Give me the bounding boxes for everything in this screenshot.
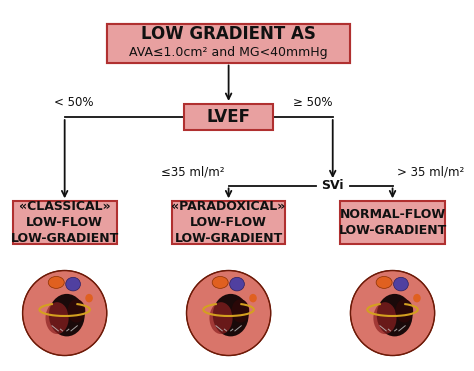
Text: LOW GRADIENT AS: LOW GRADIENT AS [141, 25, 316, 43]
Ellipse shape [393, 277, 408, 291]
Ellipse shape [212, 276, 228, 288]
Ellipse shape [190, 295, 267, 346]
FancyBboxPatch shape [13, 201, 117, 244]
FancyBboxPatch shape [172, 201, 285, 244]
Ellipse shape [85, 294, 93, 302]
Text: > 35 ml/m²: > 35 ml/m² [397, 166, 464, 179]
Text: «PARADOXICAL»
LOW-FLOW
LOW-GRADIENT: «PARADOXICAL» LOW-FLOW LOW-GRADIENT [172, 200, 286, 245]
Text: LVEF: LVEF [207, 108, 251, 126]
Text: NORMAL-FLOW
LOW-GRADIENT: NORMAL-FLOW LOW-GRADIENT [338, 208, 447, 237]
Ellipse shape [350, 270, 435, 355]
Ellipse shape [66, 277, 81, 291]
FancyBboxPatch shape [107, 24, 350, 63]
Ellipse shape [230, 277, 245, 291]
Ellipse shape [210, 302, 233, 334]
Ellipse shape [395, 299, 413, 322]
FancyBboxPatch shape [340, 201, 445, 244]
Ellipse shape [23, 270, 107, 355]
Text: AVA≤1.0cm² and MG<40mmHg: AVA≤1.0cm² and MG<40mmHg [129, 46, 328, 59]
Ellipse shape [68, 299, 85, 322]
Ellipse shape [48, 276, 64, 288]
Text: ≤35 ml/m²: ≤35 ml/m² [161, 166, 224, 179]
Ellipse shape [213, 294, 248, 336]
FancyBboxPatch shape [184, 104, 273, 131]
Ellipse shape [354, 295, 431, 346]
Text: ≥ 50%: ≥ 50% [293, 96, 332, 109]
Ellipse shape [26, 295, 104, 346]
Ellipse shape [49, 294, 85, 336]
Ellipse shape [374, 302, 397, 334]
Ellipse shape [376, 276, 392, 288]
Ellipse shape [46, 302, 69, 334]
Text: < 50%: < 50% [54, 96, 93, 109]
Ellipse shape [249, 294, 257, 302]
FancyBboxPatch shape [107, 24, 350, 63]
Ellipse shape [377, 294, 412, 336]
Ellipse shape [186, 270, 271, 355]
Text: «CLASSICAL»
LOW-FLOW
LOW-GRADIENT: «CLASSICAL» LOW-FLOW LOW-GRADIENT [10, 200, 119, 245]
Ellipse shape [413, 294, 421, 302]
Text: SVi: SVi [321, 179, 344, 192]
Ellipse shape [231, 299, 249, 322]
